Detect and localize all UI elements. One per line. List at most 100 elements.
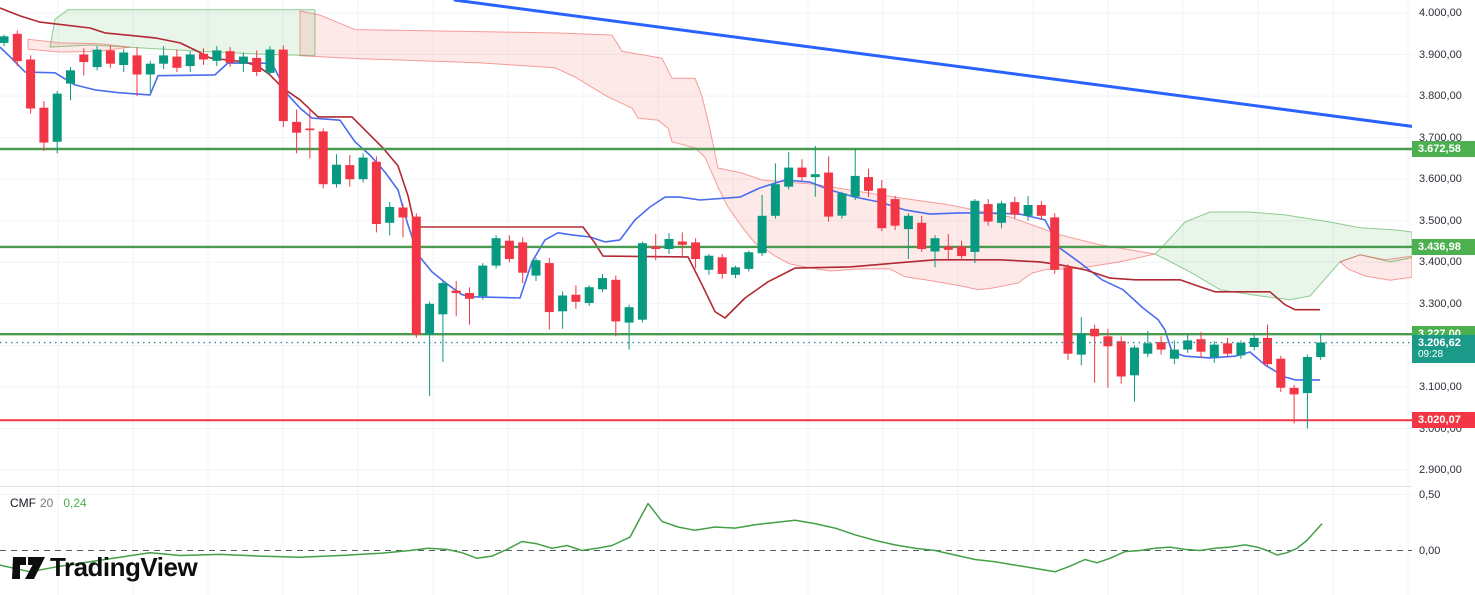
price-tick-label: 3.700,00 [1419,131,1462,144]
level-badge-support: 3.020,07 [1412,412,1475,429]
candle-body [1302,357,1312,394]
candle-body [1223,343,1233,354]
cmf-indicator-legend[interactable]: CMF 20 0,24 [10,496,87,510]
candle-body [584,287,594,303]
countdown-timer: 09:28 [1418,348,1444,360]
candle-body [544,263,554,313]
candle-body [598,278,607,290]
ichimoku-conversion-line [0,46,1320,381]
candle-body [52,93,62,142]
candle-body [518,242,528,273]
descending-trendline [453,0,1414,128]
candle-body [1036,205,1046,216]
price-tick-label: 4.000,00 [1419,7,1462,19]
candle-body [677,241,687,245]
candle-body [757,215,767,254]
price-axis[interactable]: 4.000,00 3.900,00 3.800,00 3.700,00 3.600,00… [1412,0,1475,595]
candle-body [903,215,913,230]
candle-body [864,177,873,191]
cmf-indicator-name: CMF [10,496,36,510]
candle-body [398,207,408,218]
candle-body [225,51,235,63]
candle-body [278,49,288,122]
candle-body [159,55,169,64]
candle-body [1023,205,1033,216]
candle-body [970,200,980,252]
candle-body [119,52,129,65]
tradingview-logo[interactable]: TradingView [12,552,198,583]
price-tick-label: 3.900,00 [1419,48,1462,61]
candle-body [1116,341,1126,377]
candle-body [12,33,22,62]
candle-body [305,128,315,131]
candle-body [26,59,36,109]
price-tick-label: 3.100,00 [1419,380,1462,393]
candle-body [957,246,967,257]
candle-body [425,303,435,335]
candle-body [637,243,647,320]
price-tick-label: 3.300,00 [1419,297,1462,310]
candle-body [1156,342,1166,350]
cmf-tick-label: 0,00 [1419,544,1441,557]
candle-body [611,279,621,322]
candle-body [212,50,222,61]
candle-body [199,53,208,60]
candle-body [0,36,9,43]
candle-body [172,56,182,68]
candle-body [810,174,820,178]
candle-body [731,267,740,275]
candle-body [704,255,714,270]
candle-body [850,175,860,197]
candle-body [651,246,661,249]
ichimoku-cloud [27,38,131,53]
level-badge-resistance-2: 3.436,98 [1412,238,1475,255]
candle-body [39,107,49,143]
tradingview-logo-text: TradingView [50,552,198,582]
candle-body [385,207,395,223]
candle-body [1090,328,1100,337]
candle-body [1130,347,1139,376]
candle-body [145,63,155,75]
candle-body [797,167,807,178]
candle-body [79,54,89,62]
candle-body [1183,340,1193,350]
cmf-indicator-value: 0,24 [63,496,87,510]
candle-body [1076,333,1086,355]
candle-body [438,283,448,315]
candle-body [292,121,302,133]
cmf-indicator-length: 20 [40,496,54,510]
candle-body [1050,217,1060,270]
candle-body [1276,358,1286,388]
candle-body [92,49,102,68]
cmf-tick-label: 0,50 [1419,488,1441,501]
candle-body [332,164,341,185]
price-tick-label: 3.800,00 [1419,90,1462,103]
candle-body [531,260,541,276]
ichimoku-cloud [299,10,1156,291]
candle-body [491,238,501,266]
candle-body [465,293,474,299]
price-tick-label: 3.600,00 [1419,173,1462,186]
price-tick-label: 2.900,00 [1419,464,1462,477]
candle-body [358,157,368,180]
candle-body [265,49,275,73]
price-tick-label: 3.400,00 [1419,256,1462,269]
current-price-badge: 3.206,62 09:28 [1412,334,1475,363]
candle-body [571,294,581,302]
candle-body [1196,339,1206,352]
level-badge-resistance-1: 3.672,58 [1412,141,1475,158]
cmf-line [0,502,1323,573]
candle-body [1316,342,1326,357]
candle-body [837,193,847,216]
tradingview-logo-icon [12,553,46,583]
candle-body [411,216,421,335]
candle-body [1143,343,1153,354]
candle-body [1010,202,1020,215]
candle-body [943,246,953,250]
candle-body [558,295,568,312]
candle-body [1209,344,1219,358]
candle-body [824,172,834,217]
